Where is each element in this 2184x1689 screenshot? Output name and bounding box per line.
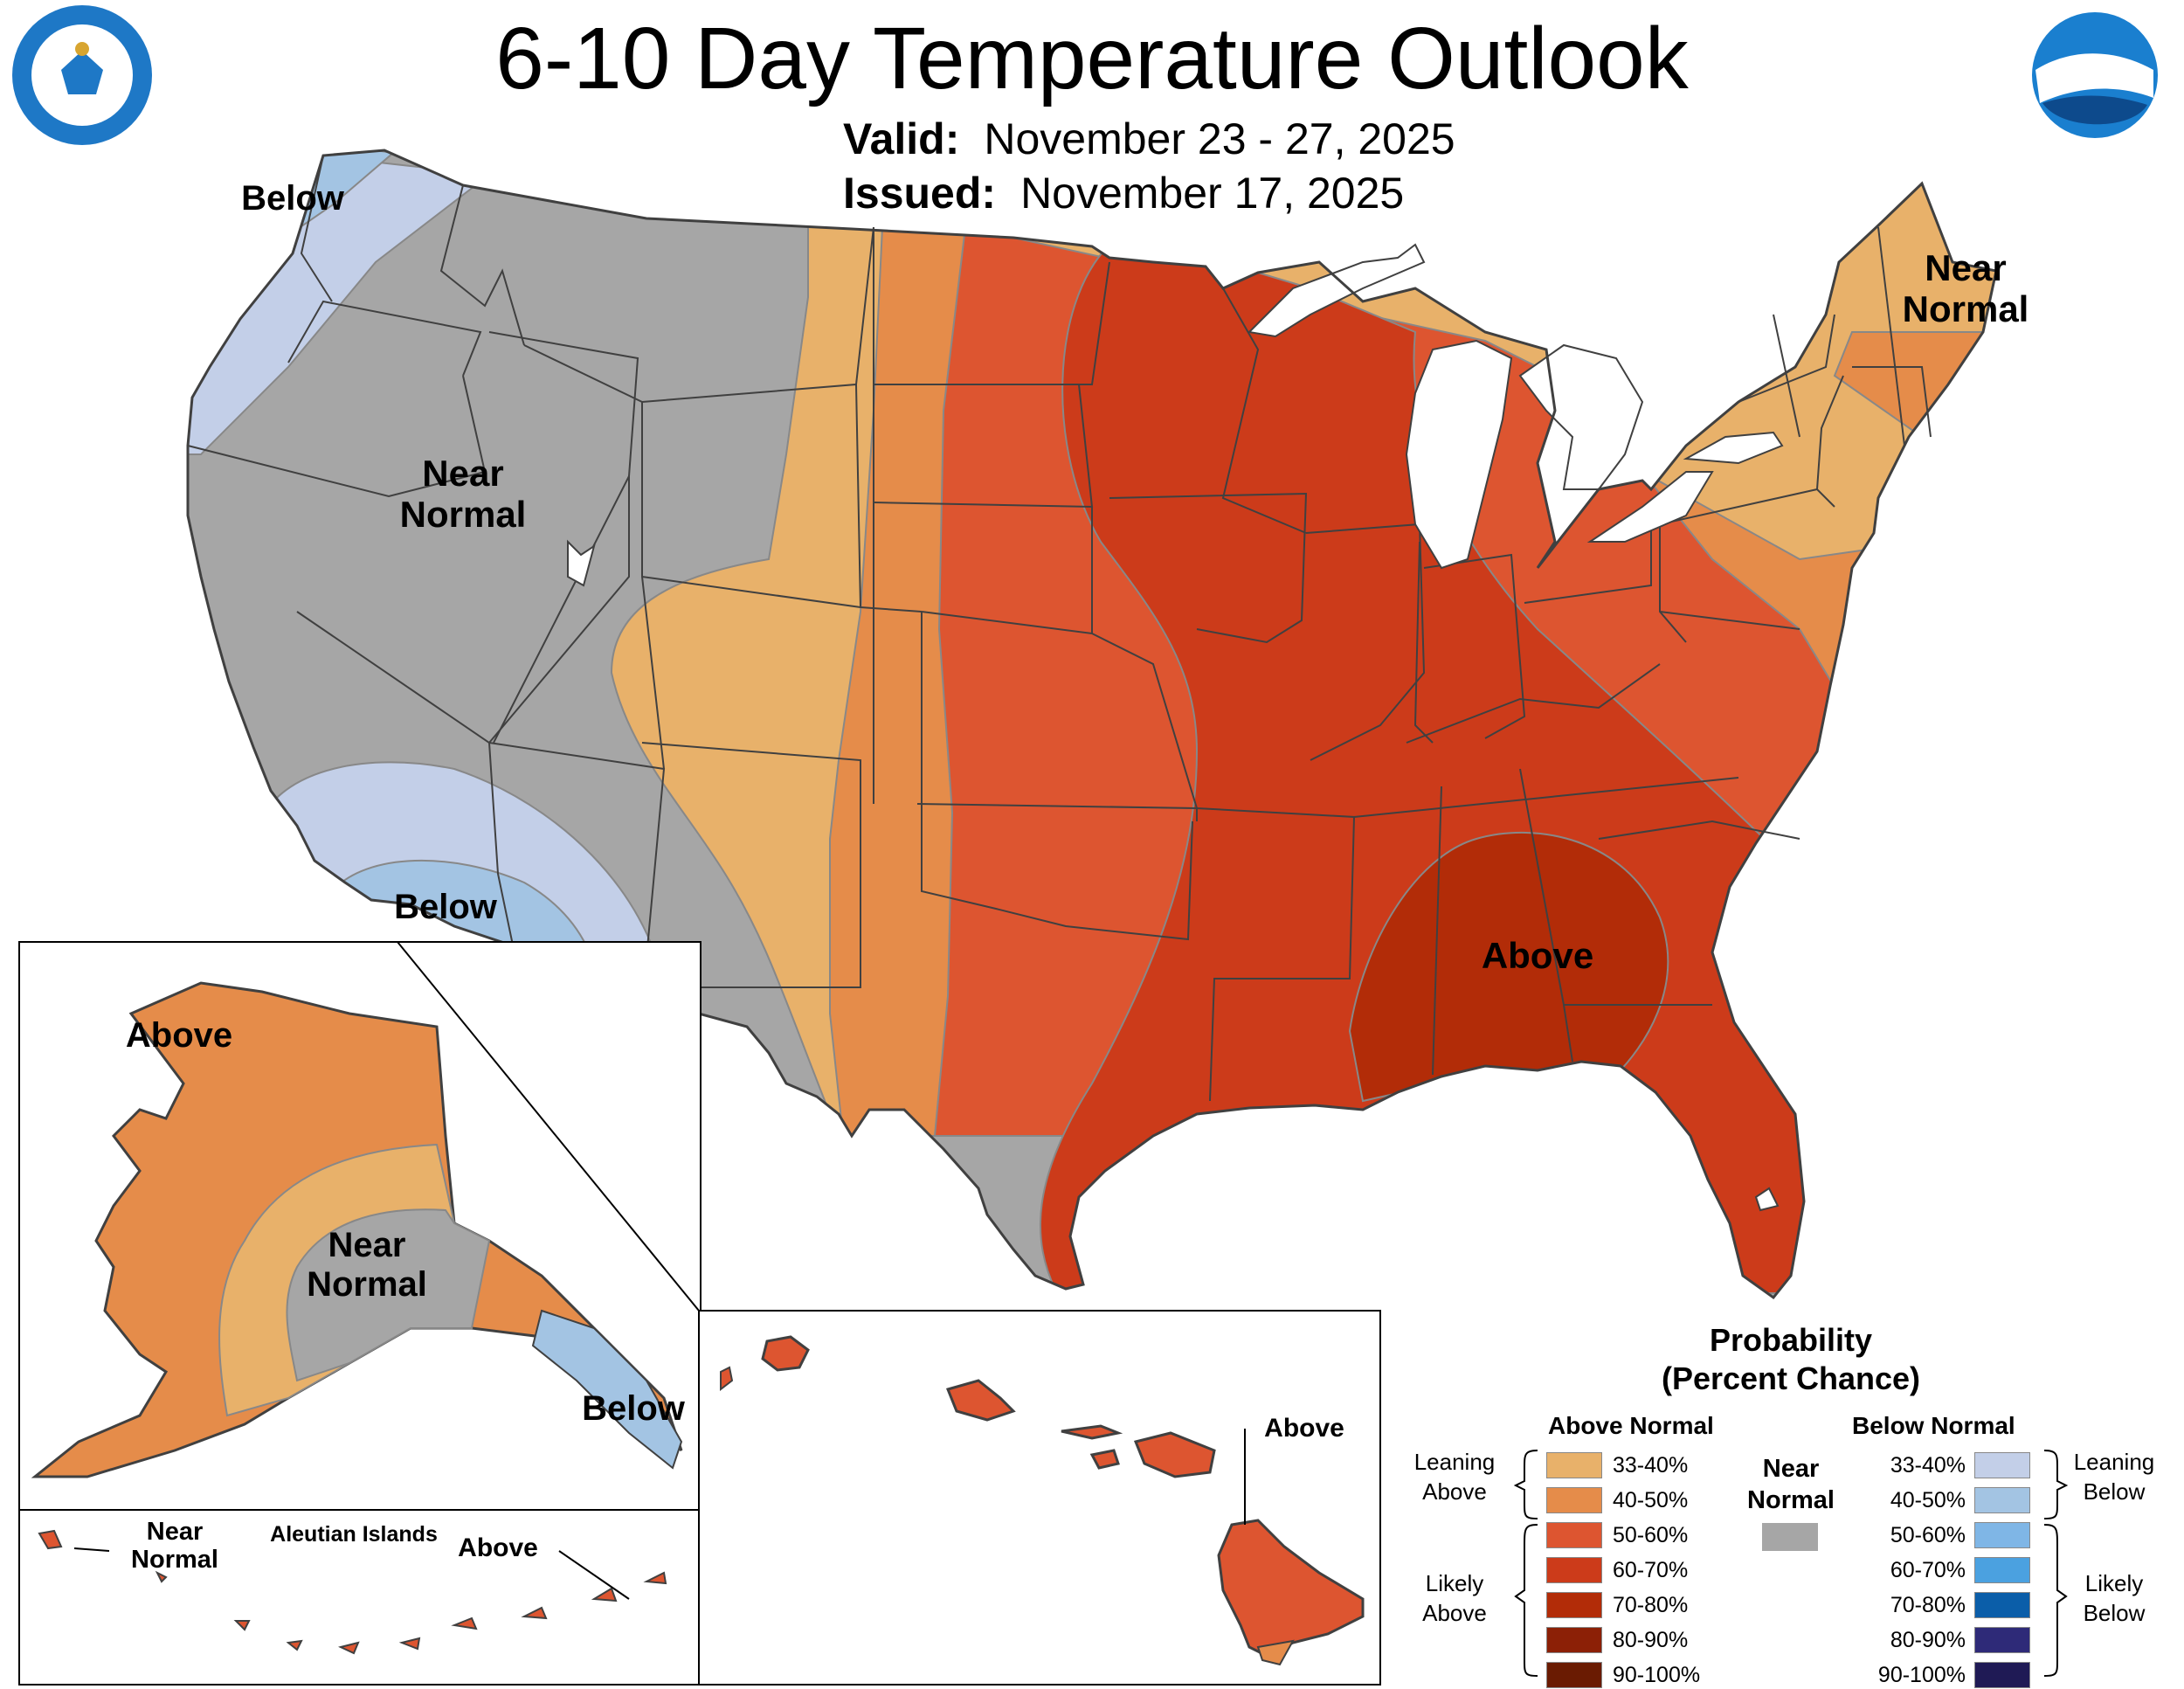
label-ak-below: Below — [582, 1389, 685, 1428]
legend-near-swatch — [1762, 1523, 1818, 1551]
label-hi-above: Above — [1264, 1414, 1344, 1443]
hawaii-inset — [698, 1310, 1381, 1686]
page-title: 6-10 Day Temperature Outlook — [495, 10, 1689, 107]
legend-normal: Normal — [1747, 1486, 1835, 1514]
legend-below-swatch-2 — [1974, 1522, 2030, 1548]
label-nw-below: Below — [241, 179, 344, 218]
noaa-logo — [2032, 12, 2158, 138]
legend-above-swatch-5 — [1546, 1627, 1602, 1653]
legend-below-header: Below Normal — [1852, 1412, 2015, 1439]
legend-above-label-4: 70-80% — [1613, 1593, 1689, 1617]
valid-label: Valid: — [843, 114, 960, 163]
legend-above-swatch-3 — [1546, 1557, 1602, 1583]
legend-above-swatch-6 — [1546, 1662, 1602, 1688]
legend-likely-below-2: Below — [2083, 1600, 2146, 1626]
legend-title-line2: (Percent Chance) — [1661, 1360, 1921, 1396]
label-west-near-normal: Near Normal — [376, 453, 550, 535]
legend-likely-above-1: Likely — [1425, 1570, 1484, 1596]
issued-line: Issued: November 17, 2025 — [843, 168, 1404, 218]
legend-below-swatch-6 — [1974, 1662, 2030, 1688]
legend-below-swatch-1 — [1974, 1487, 2030, 1513]
legend-below-swatch-0 — [1974, 1452, 2030, 1478]
legend-above-label-3: 60-70% — [1613, 1558, 1689, 1582]
legend-above-label-1: 40-50% — [1613, 1488, 1689, 1512]
valid-line: Valid: November 23 - 27, 2025 — [843, 114, 1455, 164]
commerce-seal — [12, 5, 152, 145]
legend-above-swatch-0 — [1546, 1452, 1602, 1478]
legend-above-swatch-1 — [1546, 1487, 1602, 1513]
legend-above-swatch-2 — [1546, 1522, 1602, 1548]
legend-below-label-3: 60-70% — [1890, 1558, 1966, 1582]
legend-above-swatch-4 — [1546, 1592, 1602, 1618]
legend-below-swatch-5 — [1974, 1627, 2030, 1653]
legend-below-swatch-4 — [1974, 1592, 2030, 1618]
legend-below-label-0: 33-40% — [1890, 1453, 1966, 1478]
legend-below-label-4: 70-80% — [1890, 1593, 1966, 1617]
label-aleutian-above: Above — [458, 1533, 538, 1562]
legend-leaning-above-1: Leaning — [1413, 1449, 1496, 1475]
label-west-near: Near — [422, 453, 504, 494]
legend-leaning-above-2: Above — [1422, 1478, 1487, 1505]
legend-above-label-0: 33-40% — [1613, 1453, 1689, 1478]
legend-likely-below: Likely Below — [2062, 1568, 2167, 1628]
legend-title-line1: Probability — [1709, 1322, 1873, 1358]
issued-value: November 17, 2025 — [1020, 169, 1405, 218]
legend-above-label-2: 50-60% — [1613, 1523, 1689, 1547]
legend-below-swatch-3 — [1974, 1557, 2030, 1583]
label-se-above: Above — [1481, 935, 1594, 976]
label-ak-near-normal: Near Normal — [297, 1226, 437, 1305]
legend-likely-above: Likely Above — [1402, 1568, 1507, 1628]
valid-value: November 23 - 27, 2025 — [984, 114, 1455, 163]
legend-below-label-6: 90-100% — [1877, 1663, 1966, 1687]
legend-likely-below-1: Likely — [2084, 1570, 2144, 1596]
legend-above-label-6: 90-100% — [1613, 1663, 1701, 1687]
legend-near-normal: Near Normal — [1734, 1453, 1848, 1516]
aleutian-title: Aleutian Islands — [270, 1522, 438, 1547]
label-ak-above: Above — [125, 1016, 233, 1055]
legend-likely-above-2: Above — [1422, 1600, 1487, 1626]
label-ne-near: Near — [1925, 247, 2007, 288]
legend-title: Probability (Percent Chance) — [1415, 1321, 2167, 1398]
label-aleutian-near-normal: Near Normal — [122, 1518, 227, 1575]
issued-label: Issued: — [843, 169, 997, 218]
label-sw-below: Below — [394, 888, 497, 926]
label-west-normal: Normal — [399, 494, 527, 536]
label-ne-near-normal: Near Normal — [1878, 247, 2053, 329]
legend-below-label-2: 50-60% — [1890, 1523, 1966, 1547]
label-aleutian-near: Near — [146, 1518, 204, 1546]
label-ne-normal: Normal — [1902, 288, 2029, 330]
label-ak-near: Near — [328, 1226, 406, 1264]
alaska-inset — [18, 941, 702, 1686]
legend-near: Near — [1762, 1455, 1820, 1483]
legend-above-header: Above Normal — [1548, 1412, 1714, 1439]
legend-below-label-5: 80-90% — [1890, 1628, 1966, 1652]
legend-leaning-above: Leaning Above — [1402, 1447, 1507, 1506]
legend-leaning-below: Leaning Below — [2062, 1447, 2167, 1506]
legend-above-label-5: 80-90% — [1613, 1628, 1689, 1652]
label-aleutian-normal: Normal — [131, 1546, 218, 1575]
legend-below-label-1: 40-50% — [1890, 1488, 1966, 1512]
legend-leaning-below-1: Leaning — [2073, 1449, 2155, 1475]
legend-leaning-below-2: Below — [2083, 1478, 2146, 1505]
label-ak-normal: Normal — [307, 1264, 427, 1304]
